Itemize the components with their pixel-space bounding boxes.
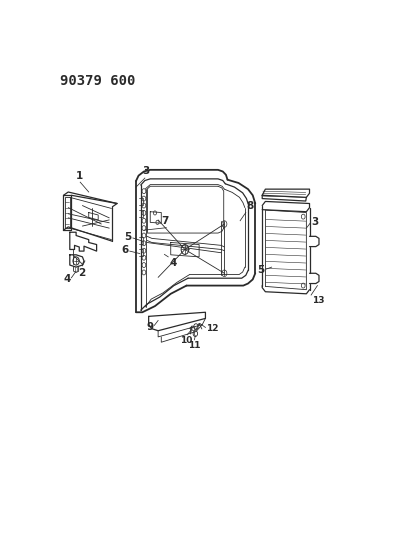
- Text: 90379 600: 90379 600: [60, 74, 136, 88]
- Text: 1: 1: [76, 171, 83, 181]
- Text: 5: 5: [258, 265, 265, 275]
- Text: 7: 7: [162, 216, 169, 227]
- Text: 9: 9: [146, 321, 153, 332]
- Text: 3: 3: [142, 166, 149, 176]
- Text: 6: 6: [121, 245, 129, 255]
- Text: 11: 11: [188, 341, 201, 350]
- Text: 8: 8: [247, 201, 254, 211]
- Text: 13: 13: [312, 296, 324, 305]
- Text: 4: 4: [169, 257, 177, 268]
- Text: 12: 12: [206, 324, 219, 333]
- Text: 10: 10: [179, 336, 192, 345]
- Text: 2: 2: [78, 268, 85, 278]
- Text: 4: 4: [63, 274, 70, 284]
- Text: 5: 5: [125, 232, 131, 242]
- Text: 3: 3: [311, 217, 318, 227]
